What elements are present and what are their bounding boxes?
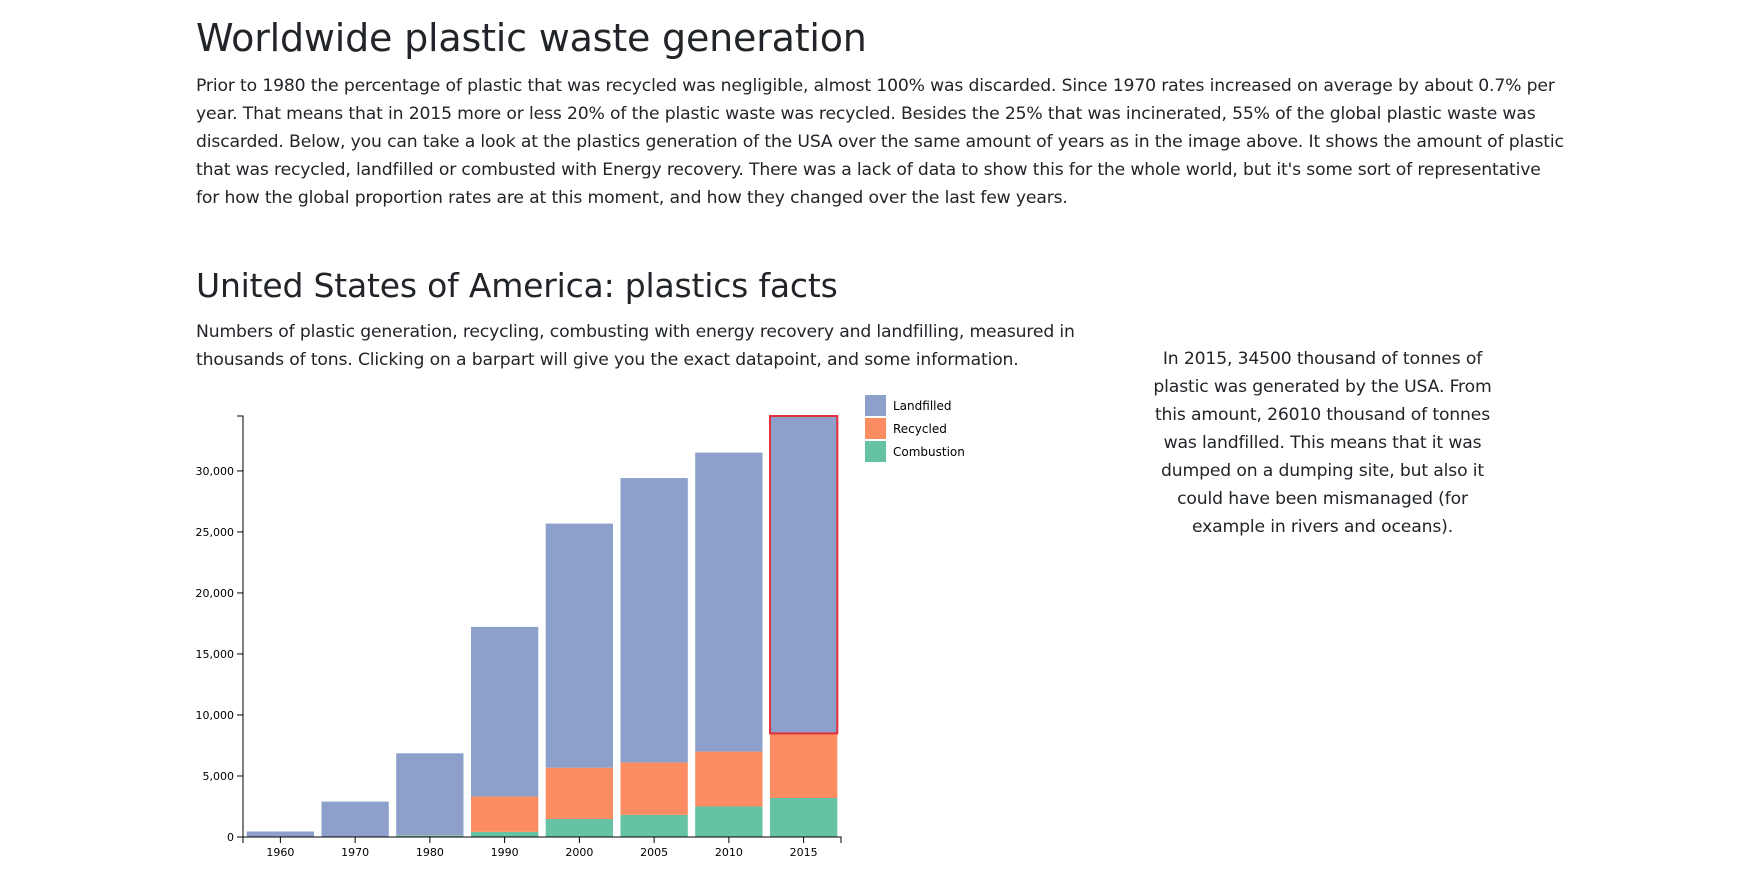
y-tick-label: 15,000 — [196, 648, 235, 661]
bar-landfilled-2015[interactable] — [769, 415, 839, 735]
section-title: United States of America: plastics facts — [196, 266, 838, 305]
page-title: Worldwide plastic waste generation — [196, 16, 867, 60]
legend-swatch-landfilled — [865, 395, 886, 416]
legend-label-combustion: Combustion — [893, 445, 965, 459]
bar-recycled-1990[interactable] — [471, 796, 539, 832]
bar-combustion-1990[interactable] — [471, 831, 539, 837]
x-tick-label: 2000 — [565, 846, 593, 859]
y-tick-label: 10,000 — [196, 709, 235, 722]
bar-recycled-2000[interactable] — [545, 767, 613, 819]
x-tick-label: 2015 — [790, 846, 818, 859]
x-tick-label: 1960 — [266, 846, 294, 859]
y-tick-label: 0 — [227, 831, 234, 844]
legend-swatch-combustion — [865, 441, 886, 462]
legend-label-landfilled: Landfilled — [893, 399, 952, 413]
x-tick-label: 2010 — [715, 846, 743, 859]
bar-combustion-2005[interactable] — [620, 814, 688, 837]
bar-combustion-2000[interactable] — [545, 818, 613, 837]
bar-recycled-2015[interactable] — [770, 733, 838, 798]
bar-landfilled-1960[interactable] — [246, 831, 314, 838]
legend-swatch-recycled — [865, 418, 886, 439]
chart-description: Numbers of plastic generation, recycling… — [196, 322, 1075, 370]
bar-combustion-2010[interactable] — [695, 806, 763, 838]
legend-label-recycled: Recycled — [893, 422, 947, 436]
bar-landfilled-1980[interactable] — [396, 753, 464, 836]
bar-recycled-2005[interactable] — [620, 762, 688, 815]
bar-combustion-2015[interactable] — [770, 798, 838, 837]
x-tick-label: 1990 — [491, 846, 519, 859]
bar-landfilled-2005[interactable] — [620, 478, 688, 763]
bar-landfilled-2010[interactable] — [695, 452, 763, 752]
x-tick-label: 1970 — [341, 846, 369, 859]
y-tick-label: 25,000 — [196, 526, 235, 539]
x-axis-line — [242, 836, 842, 843]
y-axis-line — [237, 415, 244, 838]
x-tick-label: 1980 — [416, 846, 444, 859]
y-tick-label: 30,000 — [196, 465, 235, 478]
bar-combustion-1980[interactable] — [396, 835, 464, 837]
y-tick-label: 20,000 — [196, 587, 235, 600]
x-tick-label: 2005 — [640, 846, 668, 859]
datapoint-info: In 2015, 34500 thousand of tonnes of pla… — [1153, 349, 1492, 537]
bar-landfilled-2000[interactable] — [545, 523, 613, 768]
intro-paragraph: Prior to 1980 the percentage of plastic … — [196, 76, 1564, 208]
bar-landfilled-1970[interactable] — [321, 801, 389, 837]
bar-recycled-2010[interactable] — [695, 751, 763, 807]
bar-landfilled-1990[interactable] — [471, 626, 539, 797]
y-tick-label: 5,000 — [203, 770, 235, 783]
